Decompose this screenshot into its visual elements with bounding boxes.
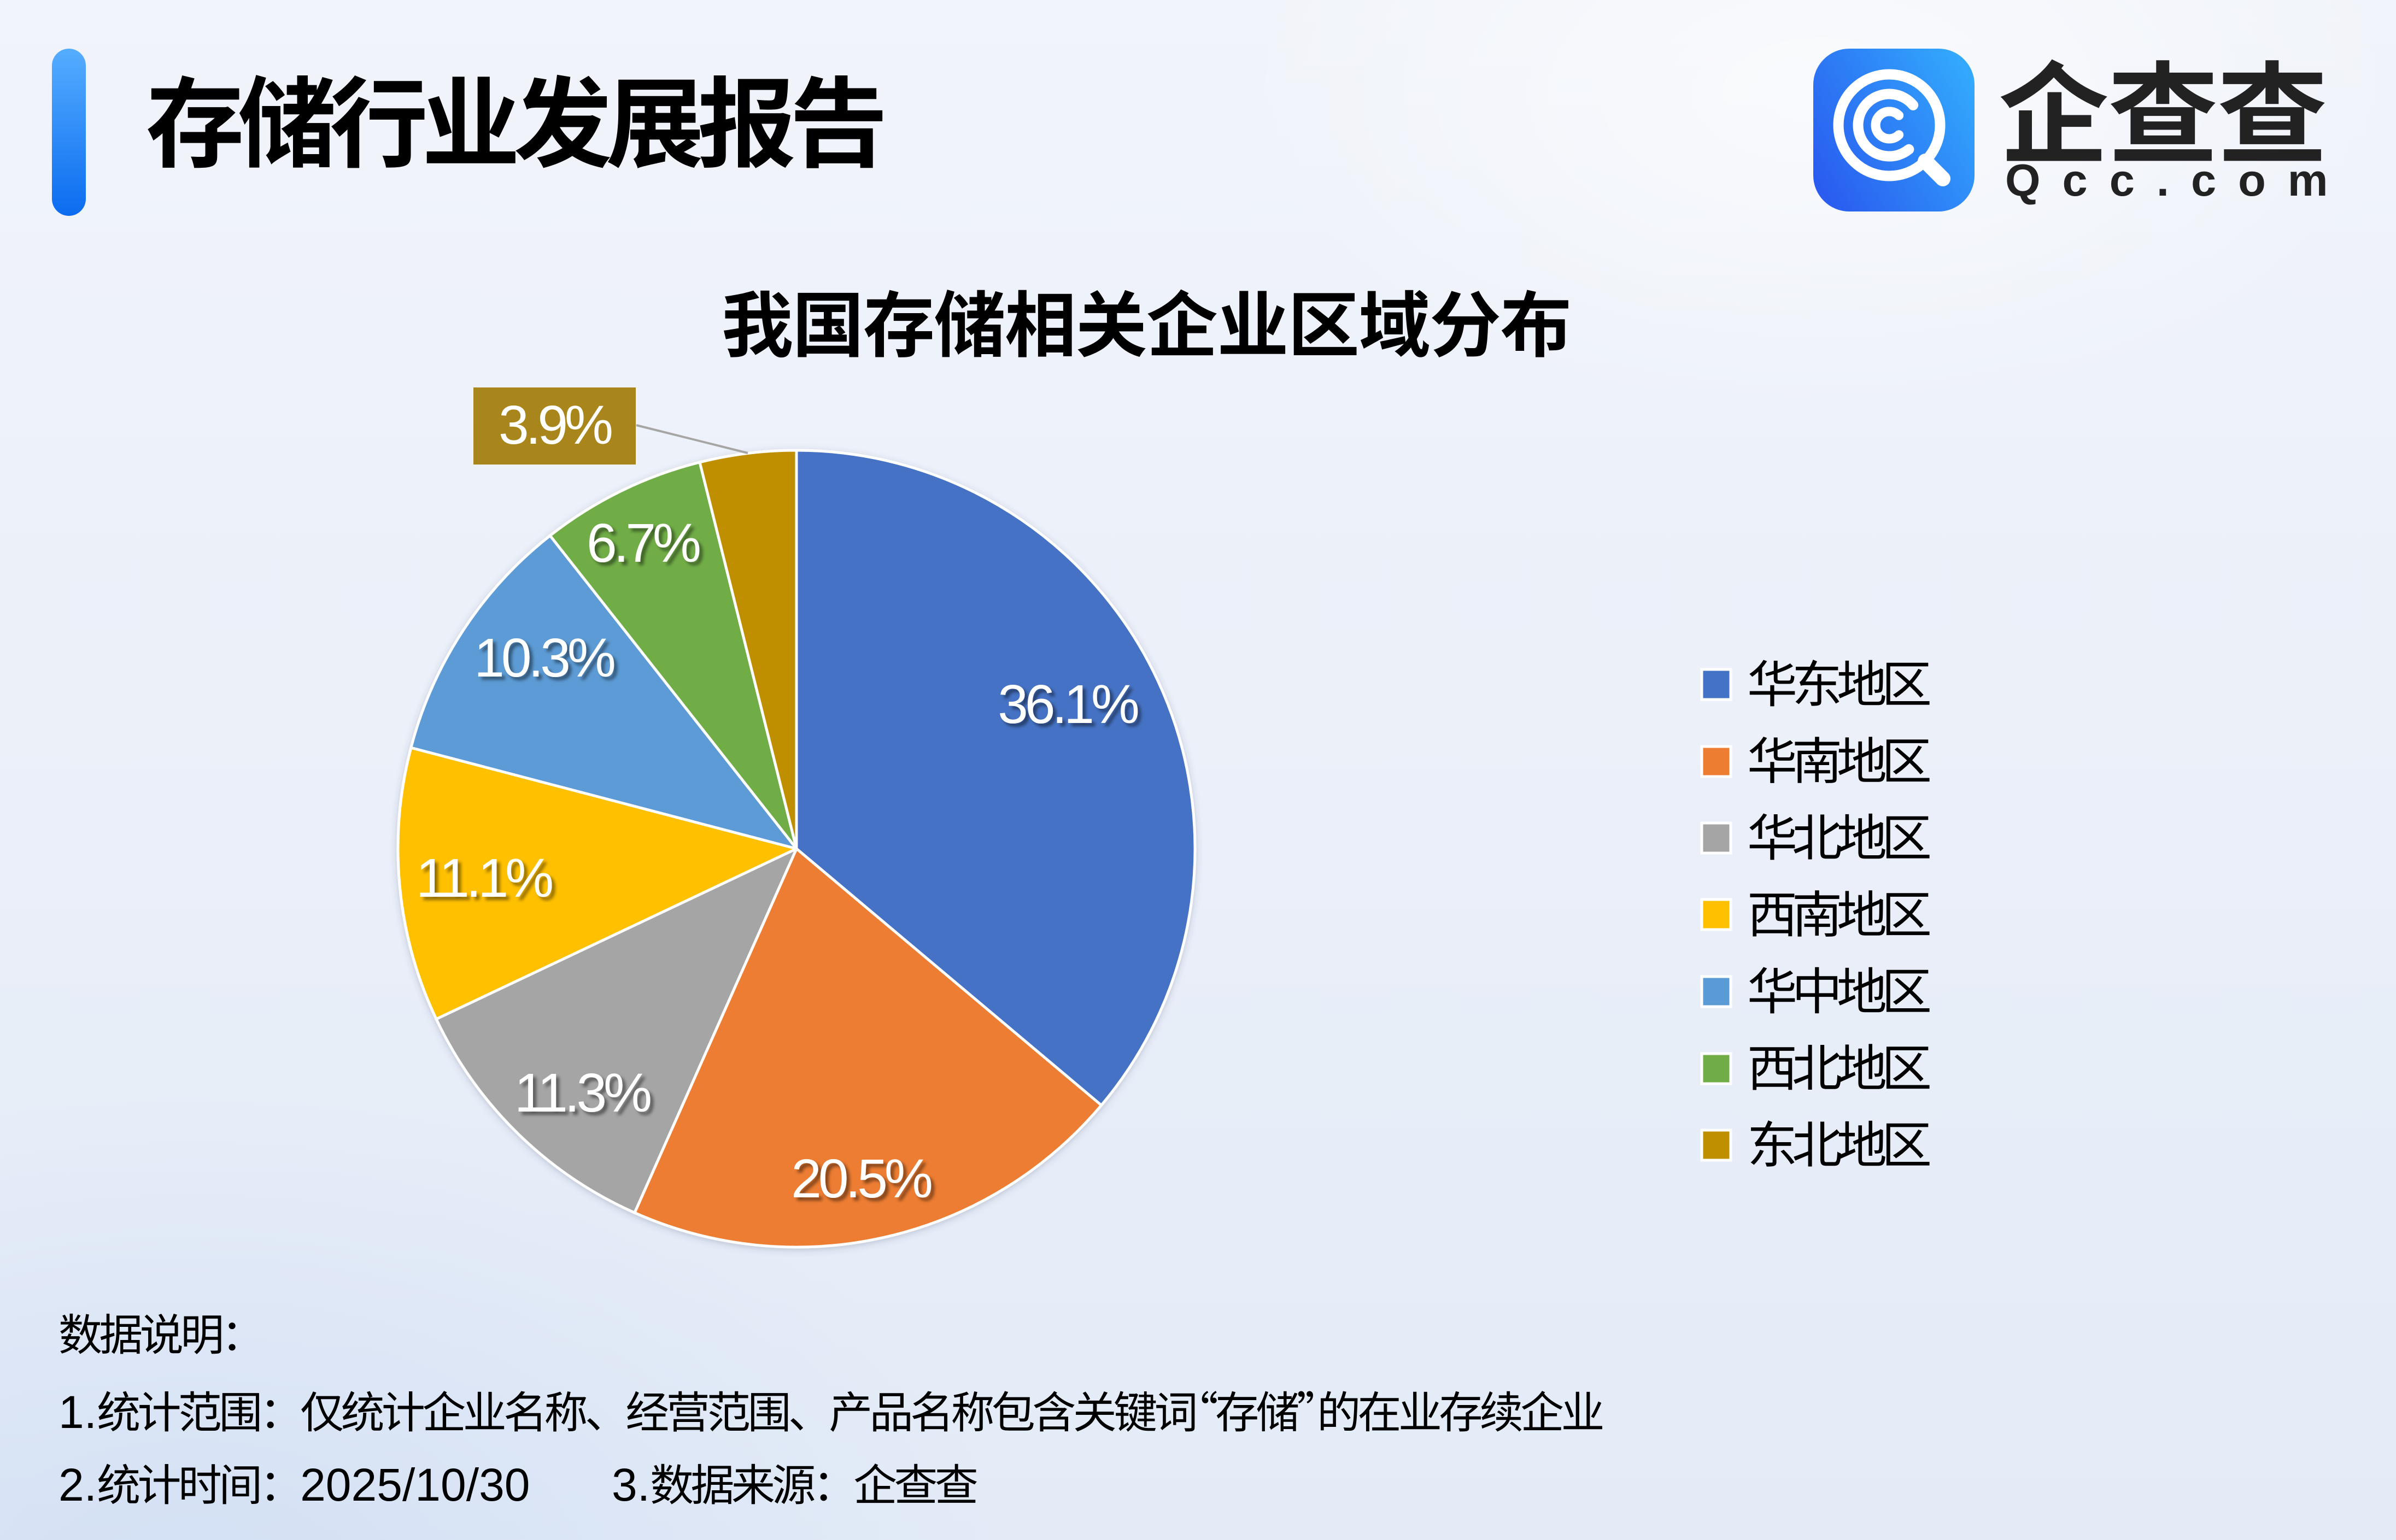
svg-text:11.1%: 11.1% bbox=[416, 848, 552, 909]
svg-text:20.5%: 20.5% bbox=[791, 1148, 932, 1209]
svg-text:10.3%: 10.3% bbox=[474, 627, 614, 689]
svg-text:Qcc.com: Qcc.com bbox=[2005, 155, 2350, 205]
svg-text:3.: 3. bbox=[612, 1459, 650, 1510]
svg-text:6.7%: 6.7% bbox=[587, 513, 700, 574]
svg-text:2.: 2. bbox=[58, 1459, 97, 1510]
svg-text:2025/10/30: 2025/10/30 bbox=[300, 1459, 530, 1510]
svg-text:11.3%: 11.3% bbox=[514, 1062, 651, 1124]
svg-text:1.: 1. bbox=[58, 1386, 97, 1438]
svg-text:36.1%: 36.1% bbox=[998, 674, 1138, 735]
svg-text:3.9%: 3.9% bbox=[499, 395, 612, 456]
